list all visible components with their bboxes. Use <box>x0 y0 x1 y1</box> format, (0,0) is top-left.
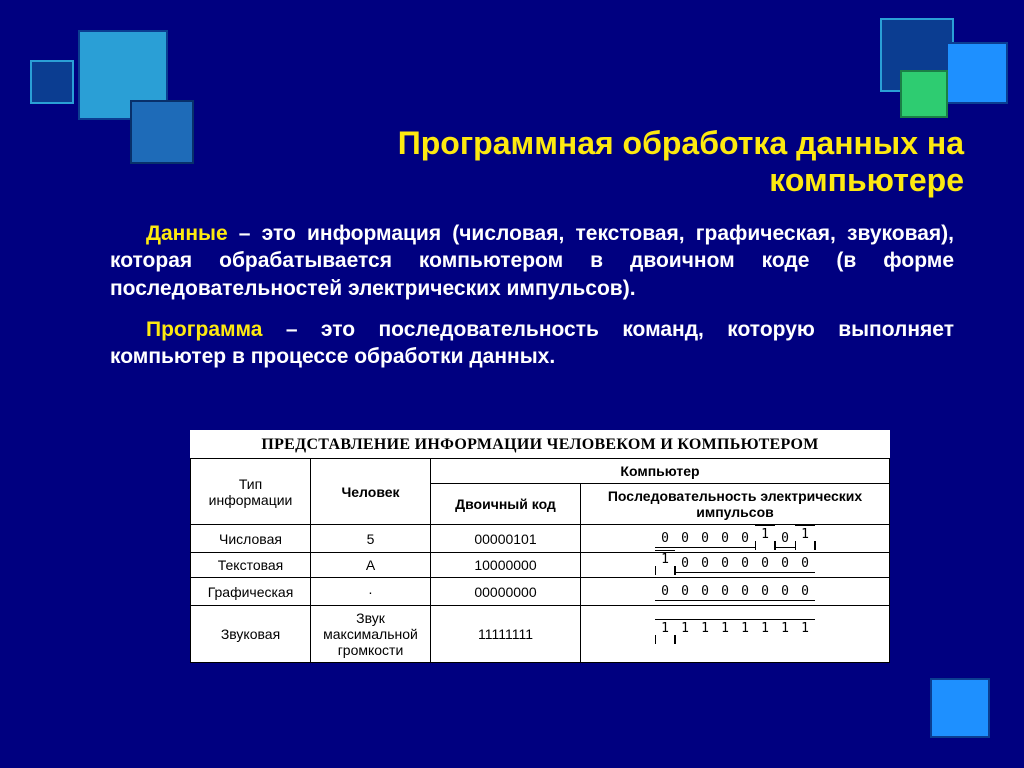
table-row: ТекстоваяА1000000010000000 <box>191 553 890 578</box>
deco-square <box>130 100 194 164</box>
cell-binary: 10000000 <box>431 553 581 578</box>
cell-human: Звук максимальной громкости <box>311 606 431 663</box>
slide-title: Программная обработка данных на компьюте… <box>200 125 964 199</box>
deco-square <box>930 678 990 738</box>
cell-human: А <box>311 553 431 578</box>
th-type: Тип информации <box>191 459 311 525</box>
cell-binary: 00000000 <box>431 578 581 606</box>
deco-square <box>30 60 74 104</box>
cell-impulse: 11111111 <box>581 606 890 663</box>
cell-binary: 00000101 <box>431 525 581 553</box>
term-program: Программа <box>146 318 262 341</box>
cell-human: · <box>311 578 431 606</box>
info-table: Тип информации Человек Компьютер Двоичны… <box>190 458 890 663</box>
info-table-container: ПРЕДСТАВЛЕНИЕ ИНФОРМАЦИИ ЧЕЛОВЕКОМ И КОМ… <box>190 430 890 663</box>
cell-type: Числовая <box>191 525 311 553</box>
table-caption: ПРЕДСТАВЛЕНИЕ ИНФОРМАЦИИ ЧЕЛОВЕКОМ И КОМ… <box>190 430 890 458</box>
paragraph-program: Программа – это последовательность коман… <box>110 316 954 371</box>
cell-human: 5 <box>311 525 431 553</box>
term-data: Данные <box>146 222 228 245</box>
table-body: Числовая50000010100000101ТекстоваяА10000… <box>191 525 890 663</box>
cell-type: Графическая <box>191 578 311 606</box>
body-text: Данные – это информация (числовая, текст… <box>110 220 954 384</box>
definition-data: – это информация (числовая, текстовая, г… <box>110 222 954 300</box>
deco-square <box>946 42 1008 104</box>
cell-type: Текстовая <box>191 553 311 578</box>
cell-type: Звуковая <box>191 606 311 663</box>
cell-impulse: 00000101 <box>581 525 890 553</box>
paragraph-data: Данные – это информация (числовая, текст… <box>110 220 954 302</box>
cell-impulse: 10000000 <box>581 553 890 578</box>
cell-impulse: 00000000 <box>581 578 890 606</box>
th-binary: Двоичный код <box>431 484 581 525</box>
cell-binary: 11111111 <box>431 606 581 663</box>
table-row: Числовая50000010100000101 <box>191 525 890 553</box>
table-row: ЗвуковаяЗвук максимальной громкости11111… <box>191 606 890 663</box>
th-computer: Компьютер <box>431 459 890 484</box>
table-row: Графическая·0000000000000000 <box>191 578 890 606</box>
th-human: Человек <box>311 459 431 525</box>
th-impulse: Последовательность электрических импульс… <box>581 484 890 525</box>
deco-square <box>900 70 948 118</box>
